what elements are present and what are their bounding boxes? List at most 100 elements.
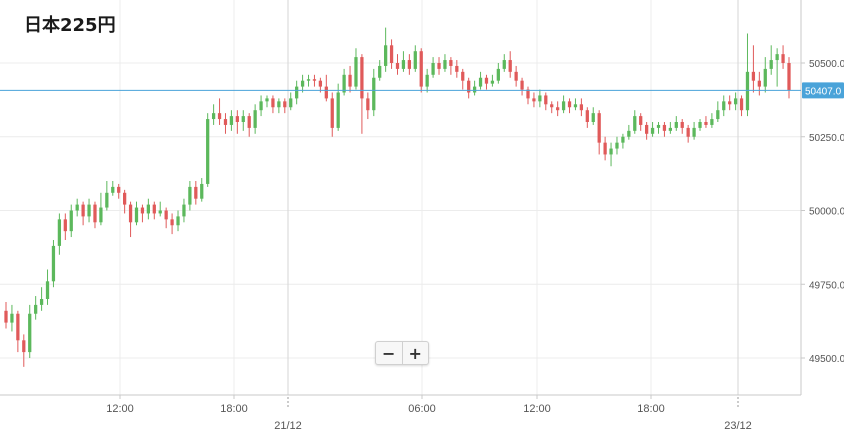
zoom-in-button[interactable]: + — [408, 343, 422, 363]
candle-body — [318, 80, 323, 87]
candle-body — [728, 101, 732, 105]
candle-body — [739, 98, 744, 111]
candle-body — [170, 219, 174, 226]
candle-body — [745, 71, 750, 111]
candle-body — [573, 104, 578, 108]
candle-body — [544, 95, 548, 105]
candle-body — [360, 57, 364, 99]
candle-body — [229, 116, 234, 125]
candle-body — [401, 60, 406, 69]
candle-body — [650, 127, 655, 134]
candle-body — [247, 116, 251, 128]
candle-body — [348, 74, 352, 87]
candle-body — [472, 86, 477, 93]
candle-body — [277, 101, 281, 108]
chart-title: 日本225円 — [24, 15, 116, 36]
candle-body — [775, 54, 779, 61]
x-tick-label: 06:00 — [408, 403, 436, 415]
candle-body — [87, 204, 91, 217]
candle-body — [22, 340, 26, 353]
candle-body — [645, 124, 649, 134]
zoom-controls: − + — [375, 341, 429, 365]
candle-body — [769, 60, 773, 69]
y-tick-label: 50000.0 — [809, 207, 844, 218]
candle-body — [16, 313, 20, 341]
candle-body — [395, 63, 400, 69]
candle-body — [372, 77, 376, 111]
candle-body — [265, 98, 269, 102]
candle-body — [591, 113, 595, 122]
candle-body — [164, 210, 168, 220]
candle-body — [567, 101, 572, 108]
candle-body — [99, 207, 103, 223]
candle-body — [698, 122, 702, 128]
candle-body — [484, 77, 489, 84]
candle-body — [289, 98, 293, 108]
date-label: 21/12 — [274, 420, 302, 432]
candle-body — [532, 98, 536, 102]
candle-body — [615, 142, 619, 149]
candle-body — [128, 204, 133, 223]
candle-body — [117, 186, 121, 193]
candle-body — [710, 119, 714, 125]
candle-body — [514, 71, 518, 81]
candle-body — [579, 104, 584, 111]
candle-body — [342, 74, 346, 93]
candle-body — [253, 110, 257, 128]
candle-body — [176, 216, 180, 226]
current-price-label: 50407.0 — [805, 86, 842, 97]
candle-body — [419, 51, 423, 87]
candle-body — [639, 116, 643, 125]
candle-body — [520, 80, 524, 90]
candle-body — [75, 204, 79, 211]
x-tick-label: 12:00 — [106, 403, 134, 415]
date-label: 23/12 — [724, 420, 752, 432]
candle-body — [57, 219, 62, 246]
candle-body — [111, 186, 115, 193]
candle-body — [283, 101, 287, 108]
candle-body — [627, 130, 631, 137]
candle-body — [194, 186, 198, 199]
candle-body — [312, 79, 317, 81]
candle-body — [407, 60, 411, 69]
candle-body — [716, 110, 720, 120]
candle-body — [384, 45, 388, 66]
candle-body — [686, 127, 690, 137]
candle-body — [603, 142, 607, 155]
candle-body — [733, 98, 738, 105]
candle-body — [508, 60, 512, 72]
x-tick-label: 18:00 — [637, 403, 665, 415]
candle-body — [146, 204, 150, 214]
candle-body — [81, 204, 85, 217]
candle-body — [378, 65, 382, 78]
candle-body — [306, 79, 311, 81]
candle-body — [787, 63, 791, 91]
y-tick-label: 49750.0 — [809, 280, 844, 291]
candle-body — [609, 148, 613, 155]
candle-body — [235, 116, 239, 122]
candle-body — [674, 122, 678, 128]
candle-body — [449, 60, 453, 66]
candle-body — [300, 80, 305, 87]
candle-body — [140, 207, 145, 214]
candle-body — [526, 89, 530, 99]
candle-body — [550, 104, 554, 108]
candle-body — [556, 107, 560, 111]
x-tick-label: 12:00 — [523, 403, 551, 415]
candle-body — [490, 80, 495, 84]
candle-body — [763, 68, 767, 87]
candle-body — [431, 63, 435, 75]
candle-body — [585, 110, 589, 122]
candle-body — [105, 192, 109, 208]
candle-body — [496, 68, 500, 81]
candle-body — [200, 183, 204, 199]
candle-body — [271, 98, 275, 108]
candle-body — [389, 45, 394, 63]
candle-body — [51, 245, 56, 282]
candle-body — [461, 71, 465, 81]
candle-body — [10, 313, 14, 323]
zoom-out-button[interactable]: − — [376, 342, 403, 364]
candle-body — [437, 63, 441, 69]
candle-body — [680, 122, 684, 128]
